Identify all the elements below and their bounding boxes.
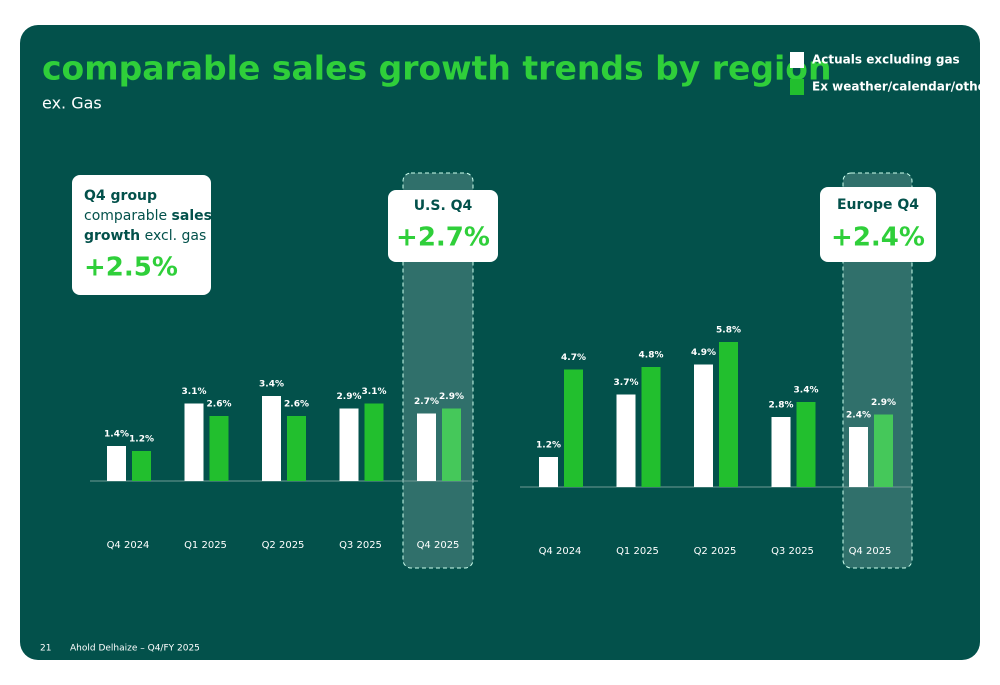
callout-group: Q4 group comparable sales growth excl. g… [72, 175, 212, 295]
data-label: 3.4% [259, 380, 284, 390]
subtitle: ex. Gas [42, 94, 102, 113]
x-tick-label: Q2 2025 [262, 540, 305, 551]
data-label: 1.2% [536, 441, 561, 451]
data-label: 2.6% [207, 400, 232, 410]
footer-text: Ahold Delhaize – Q4/FY 2025 [70, 644, 200, 654]
bar [849, 427, 868, 487]
legend-label: Actuals excluding gas [812, 53, 960, 67]
x-tick-label: Q4 2025 [849, 546, 892, 557]
data-label: 3.1% [182, 387, 207, 397]
data-label: 1.2% [129, 435, 154, 445]
callout-text: Q4 group [84, 188, 157, 204]
data-label: 4.8% [639, 351, 664, 361]
bar [339, 408, 359, 481]
callout-text: growth excl. gas [84, 228, 206, 244]
data-label: 2.4% [846, 411, 871, 421]
x-tick-label: Q1 2025 [184, 540, 227, 551]
bar [287, 416, 306, 481]
callout-text: comparable sales [84, 208, 212, 224]
callout-box [72, 175, 211, 295]
bar [262, 396, 281, 481]
bar [209, 416, 229, 481]
bar [442, 408, 461, 481]
x-tick-label: Q2 2025 [694, 546, 737, 557]
callout-us: U.S. Q4 +2.7% [388, 190, 498, 262]
callout-text: sales [172, 208, 212, 224]
bar [417, 413, 436, 481]
legend-swatch [790, 52, 804, 68]
callout-text: Europe Q4 [837, 197, 919, 213]
callout-value: +2.5% [84, 253, 178, 283]
callout-text: excl. gas [145, 228, 207, 244]
bar [694, 364, 713, 487]
data-label: 1.4% [104, 430, 129, 440]
bar [184, 403, 204, 481]
data-label: 4.7% [561, 353, 586, 363]
bar [364, 403, 384, 481]
page-number: 21 [40, 644, 51, 654]
callout-text: U.S. Q4 [414, 198, 473, 214]
bar [796, 402, 816, 487]
x-tick-label: Q4 2024 [539, 546, 582, 557]
callout-value: +2.7% [396, 223, 490, 253]
callout-box [820, 187, 936, 262]
x-tick-label: Q4 2024 [107, 540, 150, 551]
data-label: 2.9% [871, 398, 896, 408]
legend-label: Ex weather/calendar/other [812, 80, 992, 94]
bar [874, 414, 893, 487]
panel [20, 25, 980, 660]
data-label: 2.7% [414, 397, 439, 407]
bar [719, 342, 738, 487]
data-label: 2.9% [337, 392, 362, 402]
data-label: 5.8% [716, 326, 741, 336]
callout-text: comparable [84, 208, 167, 224]
bar [107, 446, 126, 481]
legend-swatch [790, 79, 804, 95]
data-label: 3.4% [794, 386, 819, 396]
bar [564, 369, 583, 487]
bar [616, 394, 636, 487]
data-label: 4.9% [691, 348, 716, 358]
bar [132, 451, 151, 481]
callout-europe: Europe Q4 +2.4% [820, 187, 936, 262]
data-label: 3.1% [362, 387, 387, 397]
data-label: 2.8% [769, 401, 794, 411]
x-tick-label: Q1 2025 [616, 546, 659, 557]
x-tick-label: Q3 2025 [771, 546, 814, 557]
data-label: 2.6% [284, 400, 309, 410]
bar [771, 417, 791, 487]
callout-text: growth [84, 228, 140, 244]
x-tick-label: Q3 2025 [339, 540, 382, 551]
bar [539, 457, 558, 487]
bar [641, 367, 661, 487]
x-tick-label: Q4 2025 [417, 540, 460, 551]
title: comparable sales growth trends by region [42, 49, 831, 88]
data-label: 3.7% [614, 378, 639, 388]
data-label: 2.9% [439, 392, 464, 402]
callout-box [388, 190, 498, 262]
callout-value: +2.4% [831, 223, 925, 253]
